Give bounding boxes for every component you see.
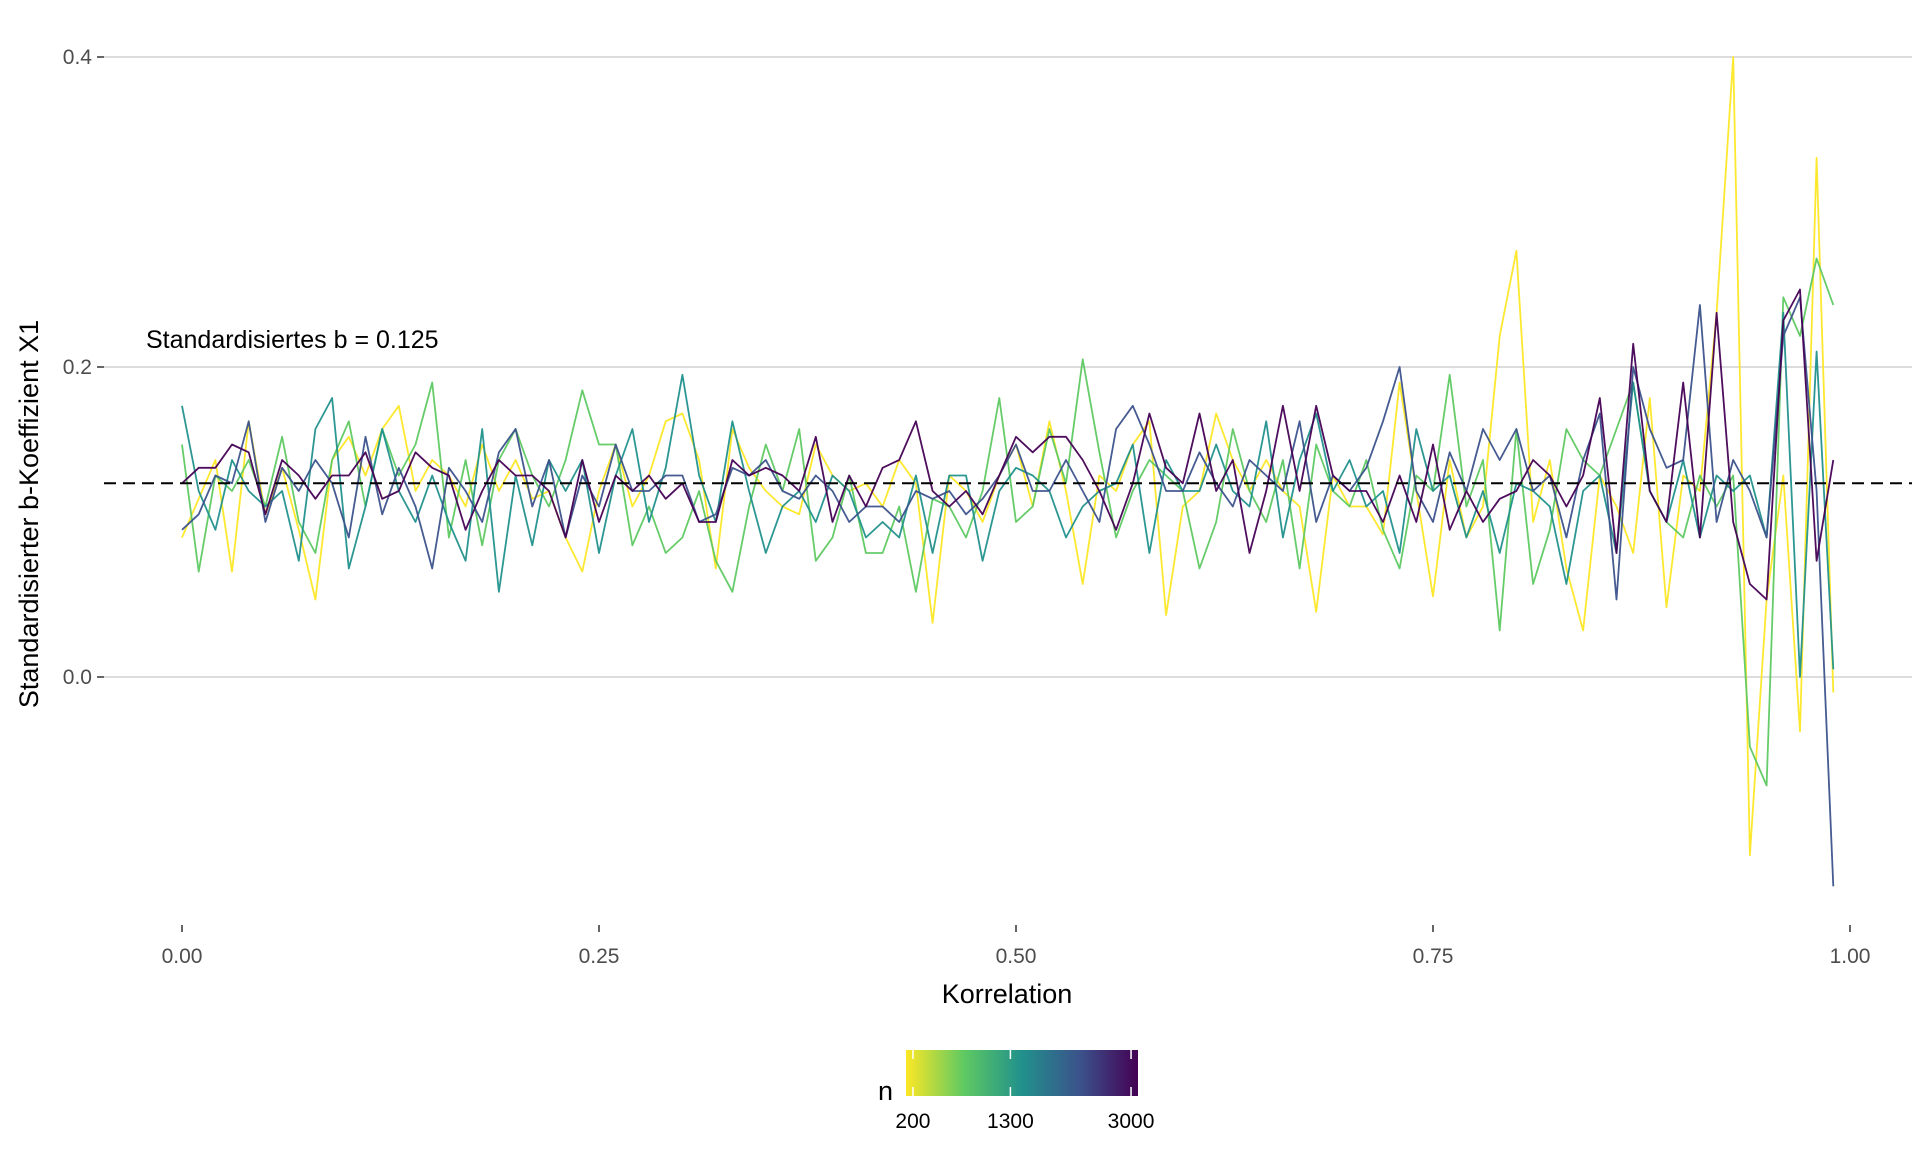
legend-title: n: [878, 1076, 893, 1106]
colorbar-tick-label: 3000: [1108, 1110, 1155, 1133]
series-line-n2000: [181, 296, 1835, 887]
series-lines: [181, 56, 1835, 887]
colorbar-ticks: 200 1300 3000: [895, 1050, 1154, 1133]
x-tick-label: 0.00: [162, 945, 203, 968]
y-axis-title: Standardisierter b-Koeffizient X1: [14, 320, 44, 708]
y-tick-label: 0.2: [63, 356, 92, 379]
colorbar: [906, 1050, 1138, 1096]
x-tick-label: 1.00: [1830, 945, 1871, 968]
x-tick-label: 0.25: [579, 945, 620, 968]
x-tick-label: 0.75: [1413, 945, 1454, 968]
colorbar-tick-label: 1300: [987, 1110, 1034, 1133]
x-axis-ticks: 0.00 0.25 0.50 0.75 1.00: [162, 925, 1871, 968]
colorbar-legend: n 200 1300 3000: [878, 1050, 1154, 1133]
y-axis-ticks: 0.0 0.2 0.4: [63, 46, 104, 689]
colorbar-tick-label: 200: [895, 1110, 930, 1133]
series-line-n3000: [181, 288, 1835, 601]
series-line-n1300: [181, 311, 1835, 678]
x-tick-label: 0.50: [996, 945, 1037, 968]
reference-annotation: Standardisiertes b = 0.125: [146, 326, 439, 354]
gridlines: [104, 56, 1912, 678]
y-tick-label: 0.4: [63, 46, 93, 69]
x-axis-title: Korrelation: [942, 979, 1073, 1009]
y-tick-label: 0.0: [63, 666, 92, 689]
